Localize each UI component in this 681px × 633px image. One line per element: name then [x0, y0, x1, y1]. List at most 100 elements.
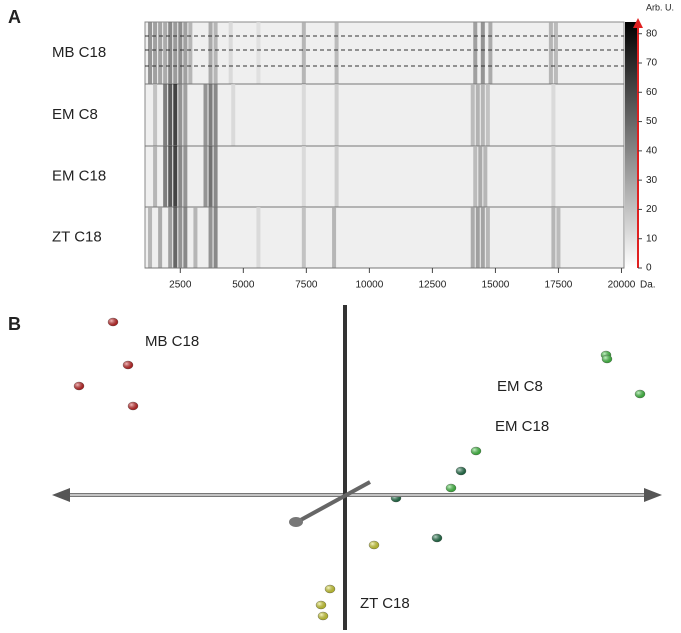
x-tick-label: 10000 [355, 280, 383, 291]
band [153, 84, 158, 146]
band [332, 207, 337, 268]
band [173, 207, 178, 268]
band [168, 207, 173, 268]
x-tick-label: 5000 [232, 280, 255, 291]
x-tick-label: 15000 [482, 280, 510, 291]
band [480, 207, 485, 268]
band [203, 146, 208, 207]
band [173, 146, 178, 207]
band [556, 207, 561, 268]
band [193, 207, 198, 268]
point-shade [432, 534, 442, 542]
band [551, 84, 556, 146]
band [231, 84, 236, 146]
x-tick-label: 20000 [608, 280, 636, 291]
band [256, 207, 261, 268]
band [475, 84, 480, 146]
band [203, 84, 208, 146]
x-tick-label: 17500 [545, 280, 573, 291]
point-shade [602, 355, 612, 363]
band [473, 22, 478, 84]
band [213, 84, 218, 146]
band [178, 84, 183, 146]
band [228, 22, 233, 84]
band [334, 146, 339, 207]
band [213, 146, 218, 207]
band [173, 22, 178, 84]
series-label: ZT C18 [360, 595, 410, 612]
band [208, 207, 213, 268]
band [301, 146, 306, 207]
point-shade [456, 467, 466, 475]
lane-label: ZT C18 [52, 228, 102, 245]
band [183, 22, 188, 84]
band [478, 146, 483, 207]
gel-area [144, 21, 625, 269]
point-shade [128, 402, 138, 410]
point-shade [316, 601, 326, 609]
x-tick-label: 12500 [418, 280, 446, 291]
series-label: MB C18 [145, 333, 199, 350]
c-tick-label: 20 [646, 204, 658, 215]
colorbar [625, 22, 637, 268]
point-shade [635, 390, 645, 398]
c-tick-label: 0 [646, 263, 652, 274]
band [480, 84, 485, 146]
point-shade [123, 361, 133, 369]
band [163, 146, 168, 207]
point-shade [318, 612, 328, 620]
band [183, 207, 188, 268]
band [163, 22, 168, 84]
band [148, 207, 153, 268]
band [483, 146, 488, 207]
band [213, 22, 218, 84]
band [301, 22, 306, 84]
c-tick-label: 80 [646, 28, 658, 39]
band [148, 22, 153, 84]
series-label: EM C8 [497, 378, 543, 395]
band [485, 207, 490, 268]
c-tick-label: 30 [646, 175, 658, 186]
point-shade [325, 585, 335, 593]
band [153, 22, 158, 84]
band [256, 22, 261, 84]
band [183, 146, 188, 207]
c-tick-label: 40 [646, 145, 658, 156]
x-tick-label: 2500 [169, 280, 192, 291]
band [178, 22, 183, 84]
band [473, 146, 478, 207]
band [168, 22, 173, 84]
colorbar-arrowhead [633, 18, 643, 28]
x-axis-label: Da. [640, 280, 656, 291]
band [488, 22, 493, 84]
point-shade [471, 447, 481, 455]
band [158, 22, 163, 84]
band [551, 207, 556, 268]
band [475, 207, 480, 268]
band [551, 146, 556, 207]
point-shade [74, 382, 84, 390]
c-tick-label: 60 [646, 87, 658, 98]
band [173, 84, 178, 146]
band [178, 207, 183, 268]
panel-label: A [8, 7, 21, 27]
c-tick-label: 50 [646, 116, 658, 127]
band [553, 22, 558, 84]
band [301, 84, 306, 146]
axes-3d [52, 305, 662, 630]
band [178, 146, 183, 207]
c-tick-label: 10 [646, 233, 658, 244]
band [183, 84, 188, 146]
band [208, 84, 213, 146]
band [480, 22, 485, 84]
colorbar-label: Arb. U. [646, 2, 674, 12]
point-shade [369, 541, 379, 549]
band [334, 84, 339, 146]
point-shade [108, 318, 118, 326]
band [208, 22, 213, 84]
band [188, 22, 193, 84]
x-tick-label: 7500 [295, 280, 318, 291]
band [334, 22, 339, 84]
band [158, 207, 163, 268]
